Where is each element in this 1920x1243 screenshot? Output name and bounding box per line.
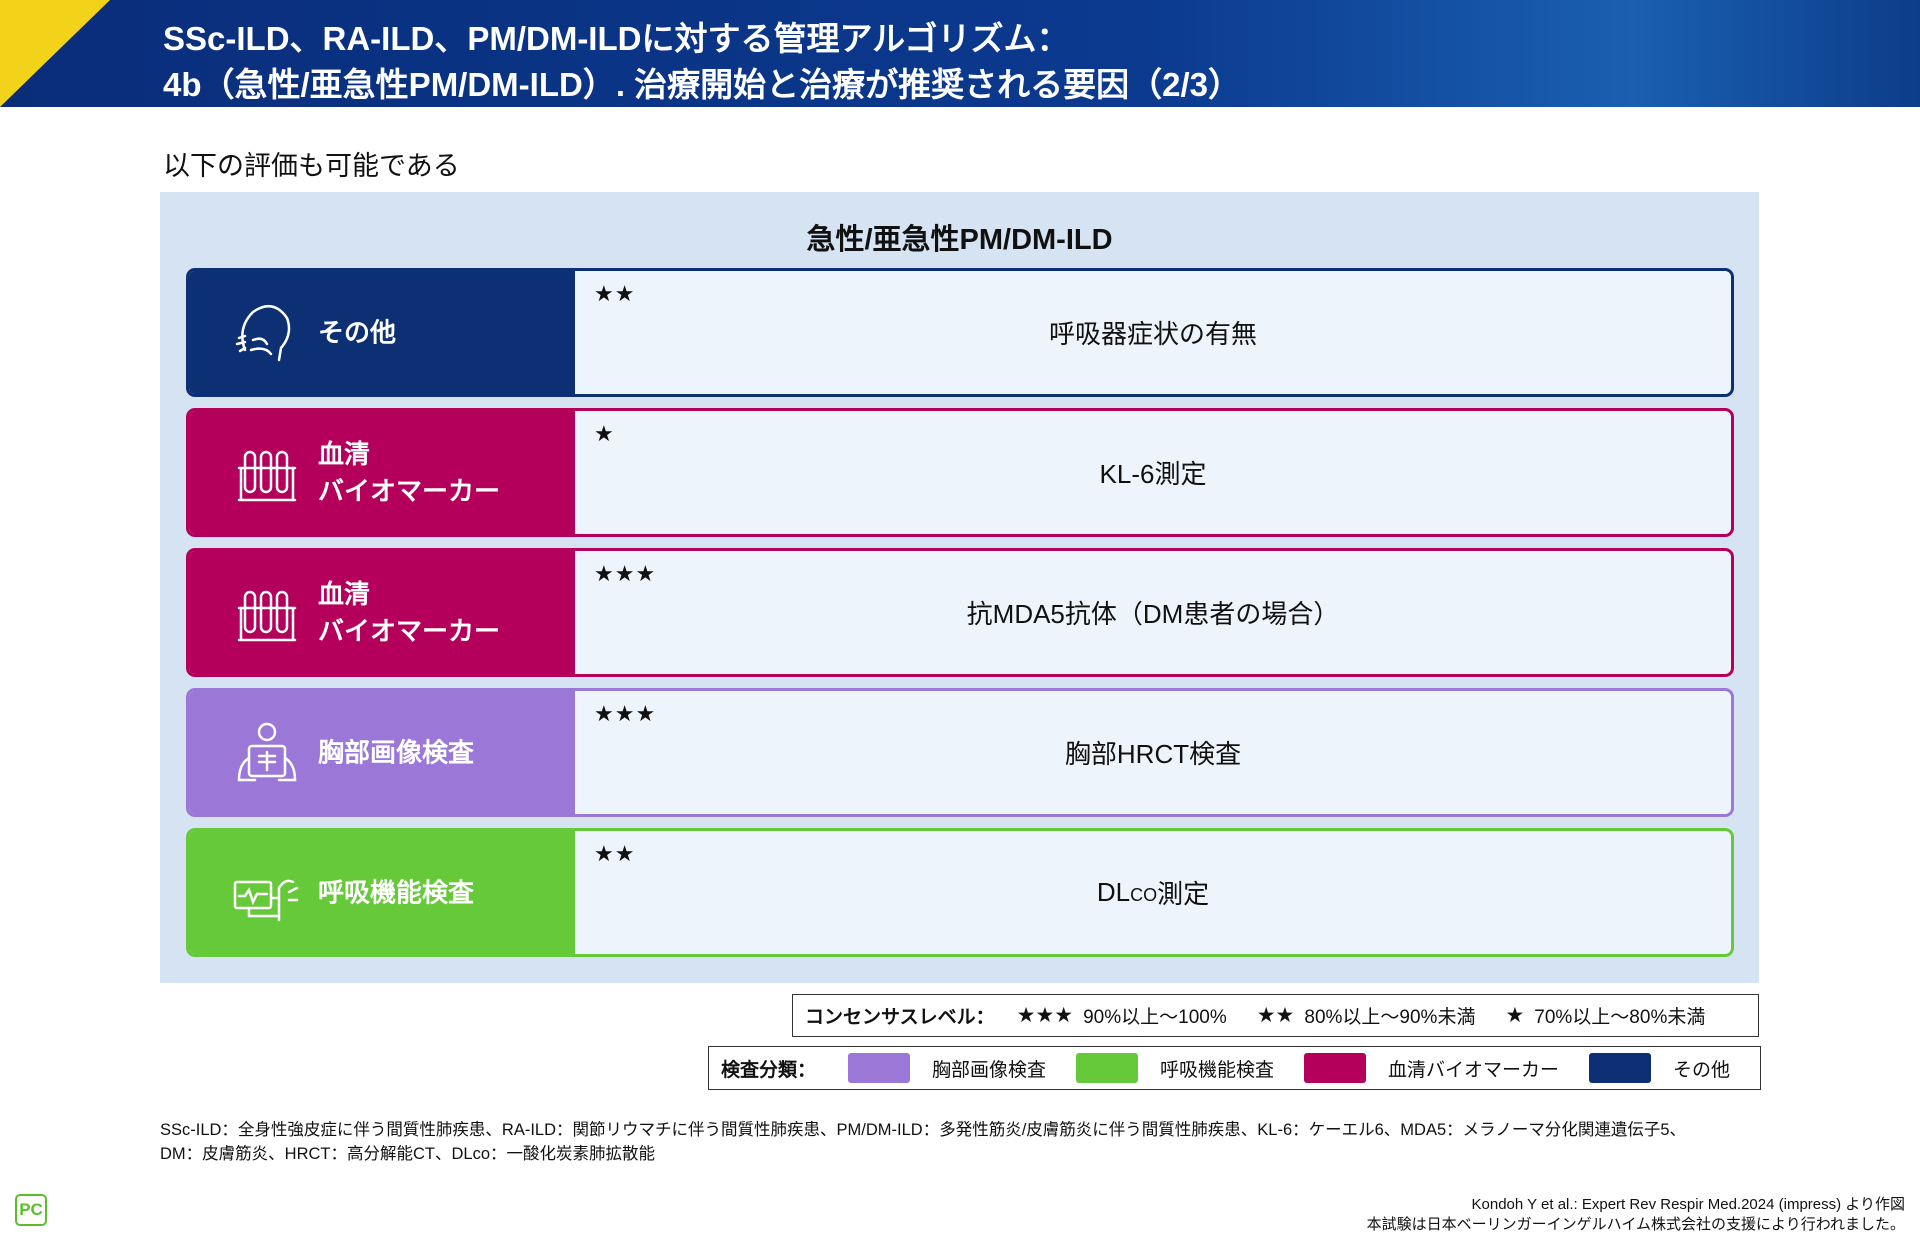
item-text: KL-6測定 [1099, 459, 1207, 489]
item: 呼吸器症状の有無 [575, 271, 1731, 394]
item: KL-6測定 [575, 411, 1731, 534]
legend-swatch [1589, 1053, 1651, 1083]
category-legend: 検査分類： 胸部画像検査 呼吸機能検査 血清バイオマーカー その他 [708, 1046, 1761, 1090]
header-title: SSc-ILD、RA-ILD、PM/DM-ILDに対する管理アルゴリズム： [163, 20, 1070, 57]
item: DL CO 測定 [575, 831, 1731, 954]
legend-text: 90%以上～100% [1083, 1007, 1227, 1028]
legend-stars: ★★★ [1016, 1004, 1074, 1027]
category-icon [215, 708, 315, 798]
legend-text: 血清バイオマーカー [1388, 1059, 1560, 1081]
category-label: その他 [318, 314, 396, 351]
item-text: 胸部HRCT検査 [1064, 739, 1242, 769]
legend-text: 呼吸機能検査 [1160, 1059, 1275, 1081]
category-label-line: 血清 [318, 438, 371, 469]
category-icon [215, 288, 315, 378]
logo: PC [15, 1194, 47, 1226]
footnote: DM：皮膚筋炎、HRCT：高分解能CT、DLco：一酸化炭素肺拡散能 [160, 1145, 655, 1163]
category-cell: 胸部画像検査 [189, 691, 575, 814]
citation: 本試験は日本ベーリンガーインゲルハイム株式会社の支援により行われました。 [1366, 1216, 1905, 1233]
citation: Kondoh Y et al.: Expert Rev Respir Med.2… [1471, 1196, 1906, 1213]
item-text: DL [1096, 877, 1131, 907]
category-cell: 呼吸機能検査 [189, 831, 575, 954]
footnote: SSc-ILD：全身性強皮症に伴う間質性肺疾患、RA-ILD：関節リウマチに伴う… [160, 1121, 1686, 1139]
stars: ★★ [594, 841, 636, 866]
header-decoration [0, 0, 110, 107]
icon [233, 879, 299, 921]
subtitle: 以下の評価も可能である [163, 151, 460, 181]
item-text: 測定 [1157, 879, 1210, 909]
panel-title: 急性/亜急性PM/DM-ILD [806, 224, 1113, 256]
category-label: 胸部画像検査 [318, 734, 474, 771]
stars: ★★★ [594, 561, 657, 586]
row: 血清バイオマーカー ★★★ 抗MDA5抗体（DM患者の場合） [186, 548, 1734, 677]
legend-label: コンセンサスレベル： [805, 1007, 995, 1028]
legend-text: 80%以上～90%未満 [1304, 1007, 1476, 1028]
category-label: 血清 バイオマーカー [318, 576, 500, 650]
item-text: 抗MDA5抗体（DM患者の場合） [966, 599, 1340, 629]
header: SSc-ILD、RA-ILD、PM/DM-ILDに対する管理アルゴリズム： 4b… [0, 0, 1920, 107]
icon [237, 450, 297, 501]
category-cell: 血清 バイオマーカー [189, 551, 575, 674]
stars: ★ [594, 421, 615, 446]
stars: ★★ [594, 281, 636, 306]
icon [235, 304, 291, 361]
icon [237, 722, 297, 781]
legend-swatch [1076, 1053, 1138, 1083]
icon [237, 590, 297, 641]
category-label-line: バイオマーカー [318, 475, 501, 506]
consensus-legend: コンセンサスレベル： ★★★ 90%以上～100% ★★ 80%以上～90%未満 ★ 70… [792, 994, 1759, 1037]
category-label-line: その他 [318, 317, 397, 347]
category-cell: 血清 バイオマーカー [189, 411, 575, 534]
category-label: 呼吸機能検査 [318, 874, 474, 911]
row: 血清バイオマーカー ★ KL-6測定 [186, 408, 1734, 537]
legend-label: 検査分類： [721, 1059, 817, 1081]
item-subscript: CO [1130, 885, 1158, 905]
category-icon [215, 848, 315, 938]
row: 呼吸機能検査 ★★ DL CO 測定 [186, 828, 1734, 957]
row: その他 ★★ 呼吸器症状の有無 [186, 268, 1734, 397]
item: 胸部HRCT検査 [575, 691, 1731, 814]
legend-stars: ★★ [1256, 1004, 1295, 1027]
legend-text: その他 [1673, 1059, 1731, 1081]
header-title: 4b（急性/亜急性PM/DM-ILD）. 治療開始と治療が推奨される要因（2/3… [163, 66, 1242, 103]
legend-text: 胸部画像検査 [932, 1059, 1047, 1081]
item-text: 呼吸器症状の有無 [1048, 319, 1257, 349]
category-icon [215, 568, 315, 658]
stars: ★★★ [594, 701, 657, 726]
category-label-line: バイオマーカー [318, 615, 501, 646]
category-cell: その他 [189, 271, 575, 394]
legend-stars: ★ [1505, 1004, 1525, 1027]
row: 胸部画像検査 ★★★ 胸部HRCT検査 [186, 688, 1734, 817]
category-icon [215, 428, 315, 518]
category-label: 血清 バイオマーカー [318, 436, 500, 510]
legend-swatch [848, 1053, 910, 1083]
category-label-line: 胸部画像検査 [318, 737, 475, 767]
category-label-line: 呼吸機能検査 [318, 877, 475, 907]
category-label-line: 血清 [318, 578, 371, 609]
legend-text: 70%以上～80%未満 [1534, 1007, 1706, 1028]
item: 抗MDA5抗体（DM患者の場合） [575, 551, 1731, 674]
legend-swatch [1304, 1053, 1366, 1083]
